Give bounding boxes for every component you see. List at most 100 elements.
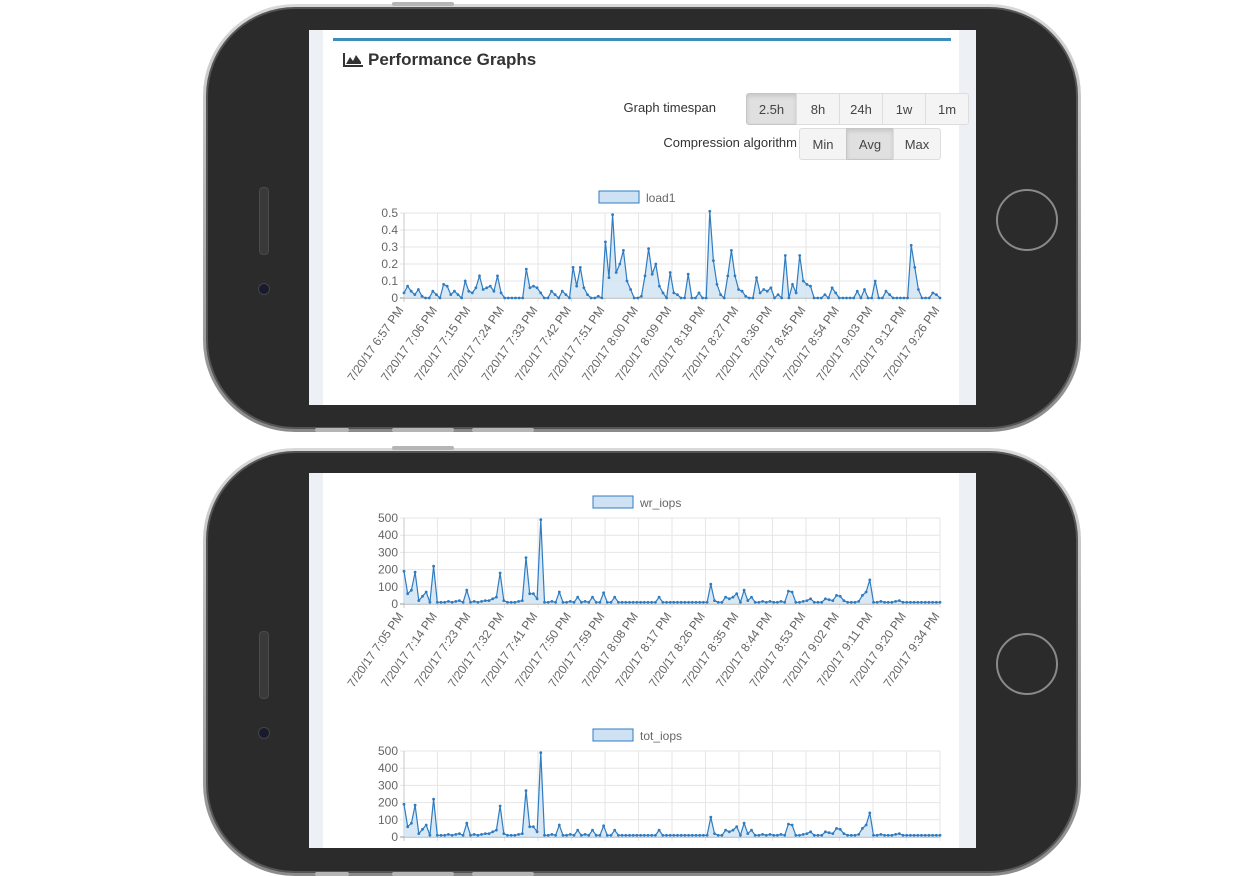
legend-label[interactable]: load1 — [646, 191, 676, 205]
data-point[interactable] — [798, 833, 801, 837]
data-point[interactable] — [668, 833, 672, 837]
data-point[interactable] — [794, 600, 798, 604]
data-point[interactable] — [920, 296, 924, 300]
data-point[interactable] — [737, 288, 740, 291]
data-point[interactable] — [485, 286, 489, 290]
data-point[interactable] — [450, 833, 454, 837]
data-point[interactable] — [650, 272, 654, 276]
data-point[interactable] — [514, 296, 517, 300]
data-point[interactable] — [805, 283, 809, 286]
data-point[interactable] — [665, 833, 668, 837]
data-point[interactable] — [532, 284, 535, 288]
data-point[interactable] — [923, 833, 927, 837]
data-point[interactable] — [605, 833, 609, 837]
data-point[interactable] — [583, 600, 587, 603]
data-point[interactable] — [879, 600, 883, 603]
data-point[interactable] — [582, 286, 586, 290]
data-point[interactable] — [535, 597, 539, 601]
data-point[interactable] — [502, 599, 506, 602]
legend-swatch[interactable] — [592, 728, 634, 742]
data-point[interactable] — [421, 594, 424, 598]
data-point[interactable] — [435, 293, 438, 296]
data-point[interactable] — [576, 828, 580, 832]
data-point[interactable] — [598, 833, 602, 837]
data-point[interactable] — [503, 296, 507, 300]
data-point[interactable] — [513, 600, 517, 604]
data-point[interactable] — [488, 284, 492, 288]
data-point[interactable] — [801, 279, 805, 283]
data-point[interactable] — [467, 289, 471, 293]
legend-label[interactable]: tot_iops — [640, 729, 682, 743]
data-point[interactable] — [834, 291, 838, 295]
data-point[interactable] — [661, 291, 665, 295]
data-point[interactable] — [568, 600, 572, 603]
data-point[interactable] — [742, 821, 746, 825]
data-point[interactable] — [453, 289, 456, 293]
data-point[interactable] — [568, 296, 571, 300]
data-point[interactable] — [687, 600, 690, 604]
data-point[interactable] — [917, 288, 920, 291]
data-point[interactable] — [739, 600, 742, 604]
data-point[interactable] — [846, 833, 849, 837]
compression-button-avg[interactable]: Avg — [846, 128, 894, 160]
data-point[interactable] — [524, 789, 528, 792]
data-point[interactable] — [524, 267, 528, 271]
data-point[interactable] — [877, 296, 881, 300]
timespan-button-1m[interactable]: 1m — [925, 93, 969, 125]
data-point[interactable] — [701, 296, 704, 300]
data-point[interactable] — [819, 296, 823, 300]
data-point[interactable] — [694, 833, 698, 837]
data-point[interactable] — [629, 288, 632, 291]
data-point[interactable] — [875, 600, 879, 604]
data-point[interactable] — [506, 296, 510, 300]
data-point[interactable] — [417, 599, 421, 602]
data-point[interactable] — [449, 293, 453, 296]
data-point[interactable] — [697, 291, 701, 295]
data-point[interactable] — [456, 293, 460, 296]
data-point[interactable] — [861, 594, 864, 597]
data-point[interactable] — [679, 296, 683, 300]
data-point[interactable] — [934, 833, 938, 837]
data-point[interactable] — [768, 833, 772, 836]
data-point[interactable] — [794, 291, 798, 295]
data-point[interactable] — [827, 296, 830, 300]
data-point[interactable] — [927, 600, 931, 604]
data-point[interactable] — [402, 802, 406, 806]
data-point[interactable] — [640, 294, 643, 298]
data-point[interactable] — [872, 600, 875, 604]
data-point[interactable] — [890, 833, 894, 837]
data-point[interactable] — [927, 296, 931, 300]
data-point[interactable] — [902, 296, 906, 300]
data-point[interactable] — [709, 815, 713, 819]
data-point[interactable] — [905, 600, 909, 604]
data-point[interactable] — [439, 833, 443, 837]
data-point[interactable] — [857, 600, 861, 603]
data-point[interactable] — [764, 833, 768, 837]
data-point[interactable] — [600, 296, 604, 300]
data-point[interactable] — [535, 830, 539, 834]
data-point[interactable] — [622, 249, 625, 252]
data-point[interactable] — [480, 600, 483, 603]
data-point[interactable] — [639, 600, 642, 604]
data-point[interactable] — [442, 283, 445, 286]
data-point[interactable] — [642, 833, 646, 837]
data-point[interactable] — [672, 833, 676, 837]
data-point[interactable] — [820, 600, 824, 604]
data-point[interactable] — [496, 274, 499, 278]
data-point[interactable] — [901, 833, 905, 837]
data-point[interactable] — [827, 598, 831, 602]
data-point[interactable] — [755, 276, 758, 279]
data-point[interactable] — [702, 833, 705, 837]
data-point[interactable] — [855, 289, 859, 293]
data-point[interactable] — [883, 833, 886, 837]
data-point[interactable] — [509, 600, 513, 604]
data-point[interactable] — [905, 833, 909, 837]
data-point[interactable] — [642, 600, 646, 604]
data-point[interactable] — [916, 600, 920, 604]
data-point[interactable] — [487, 599, 491, 602]
data-point[interactable] — [884, 289, 888, 293]
data-point[interactable] — [413, 803, 417, 807]
data-point[interactable] — [410, 821, 413, 825]
data-point[interactable] — [897, 832, 901, 835]
data-point[interactable] — [498, 571, 502, 575]
